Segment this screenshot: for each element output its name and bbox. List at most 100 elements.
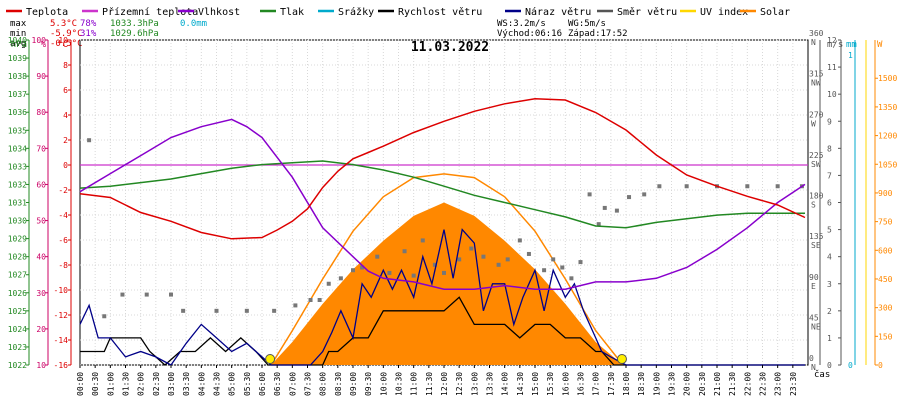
x-tick-label: 06:00 (258, 372, 267, 396)
stat-value: 1029.6hPa (110, 29, 159, 39)
x-tick-label: 19:30 (668, 372, 677, 396)
wind-axis-unit: m/s (827, 40, 843, 50)
pressure-axis-tick-label: 1040 (8, 36, 27, 45)
legend-label: Přízemní teplota (102, 6, 198, 18)
pressure-axis-tick-label: 1022 (8, 361, 27, 370)
x-tick-label: 00:30 (91, 372, 100, 396)
legend-label: Směr větru (617, 6, 677, 18)
x-tick-label: 09:30 (364, 372, 373, 396)
wind-direction-point (214, 308, 219, 313)
humidity-axis-tick-label: 40 (36, 253, 46, 262)
wind-tick-label: 8 (827, 144, 832, 153)
legend-label: Teplota (26, 7, 68, 18)
pressure-axis-tick-label: 1037 (8, 90, 27, 99)
wind-speed-line (80, 296, 805, 366)
wind-direction-point (614, 208, 619, 213)
wind-direction-point (351, 268, 355, 273)
wind-tick-label: 7 (827, 171, 832, 180)
wind-direction-point (642, 192, 647, 197)
direction-tick-label: SW (811, 160, 821, 169)
direction-tick-label: 315 (809, 70, 824, 79)
wind-direction-point (360, 265, 365, 270)
legend-label: Náraz větru (525, 6, 591, 18)
direction-tick-label: E (811, 282, 816, 291)
chart-legend: Teplota Přízemní teplota Vlhkost Tlak Srážky… (6, 6, 790, 18)
direction-tick-label: SE (811, 241, 821, 250)
solar-tick-label: 1350 (878, 103, 897, 112)
wind-direction-point (181, 308, 186, 313)
sunset-marker (616, 354, 627, 364)
direction-tick-label: S (811, 201, 816, 210)
x-tick-label: 19:00 (652, 372, 661, 396)
humidity-axis-tick-label: 10 (36, 361, 46, 370)
x-tick-label: 01:30 (122, 372, 131, 396)
temperature-axis-unit: °C (57, 40, 68, 50)
wind-direction-point (602, 205, 607, 210)
x-tick-label: 21:30 (728, 372, 737, 396)
solar-tick-label: 300 (878, 304, 893, 313)
wind-direction-point (326, 281, 331, 286)
temperature-axis-tick-label: 0 (63, 161, 68, 170)
stat-value: 78% (80, 19, 97, 29)
wind-tick-label: 3 (827, 280, 832, 289)
pressure-axis-tick-label: 1036 (8, 108, 27, 117)
humidity-axis-tick-label: 70 (36, 144, 46, 153)
x-tick-label: 07:30 (304, 372, 313, 396)
temperature-axis-tick-label: -8 (58, 261, 68, 270)
direction-tick-label: 225 (809, 151, 824, 160)
wind-tick-label: 2 (827, 307, 832, 316)
temperature-axis-tick-label: 4 (63, 111, 68, 120)
x-tick-label: 22:30 (759, 372, 768, 396)
legend-label: Tlak (280, 7, 304, 18)
stat-value: 31% (80, 29, 97, 39)
stats-block: max 5.3°C 78% 1033.3hPa 0.0mm min -5.9°C31% 102… (10, 19, 628, 49)
wind-direction-point (578, 260, 583, 265)
wind-direction-point (457, 257, 462, 262)
wind-direction-point (120, 292, 125, 297)
temperature-line (79, 98, 806, 240)
x-tick-label: 10:30 (395, 372, 404, 396)
temperature-axis-tick-label: 2 (63, 136, 68, 145)
wind-direction-point (411, 273, 416, 278)
solar-tick-label: 900 (878, 189, 893, 198)
plot-area (79, 39, 809, 366)
direction-tick-label: W (811, 119, 816, 128)
rain-tick-label: 0 (848, 361, 853, 370)
x-tick-label: 23:30 (789, 372, 798, 396)
wind-direction-point (684, 184, 689, 189)
direction-tick-label: 135 (809, 232, 824, 241)
wind-direction-point (560, 265, 565, 270)
x-tick-label: 15:00 (531, 372, 540, 396)
temperature-axis-tick-label: -14 (54, 336, 69, 345)
direction-tick-label: NW (811, 79, 821, 88)
wind-direction-point (144, 292, 149, 297)
pressure-axis-tick-label: 1031 (8, 199, 27, 208)
wind-direction-point (657, 184, 662, 189)
humidity-axis-tick-label: 90 (36, 72, 46, 81)
pressure-axis-unit: hPa (11, 40, 27, 50)
temperature-axis-tick-label: -6 (58, 236, 68, 245)
x-tick-label: 17:00 (592, 372, 601, 396)
sunset-label: Západ:17:52 (568, 29, 628, 39)
direction-tick-label: 270 (809, 110, 824, 119)
humidity-axis-tick-label: 30 (36, 289, 46, 298)
wind-direction-point (102, 314, 107, 319)
wind-direction-point (432, 262, 437, 267)
x-tick-label: 11:30 (425, 372, 434, 396)
solar-tick-label: 0 (878, 361, 883, 370)
wind-direction-point (293, 303, 298, 308)
x-tick-label: 08:30 (334, 372, 343, 396)
wind-tick-label: 6 (827, 199, 832, 208)
solar-tick-label: 750 (878, 218, 893, 227)
x-tick-label: 18:30 (637, 372, 646, 396)
stat-value: 5.3°C (50, 19, 77, 29)
x-tick-label: 16:30 (577, 372, 586, 396)
solar-tick-label: 600 (878, 246, 893, 255)
wind-direction-point (308, 298, 313, 302)
wind-direction-point (505, 257, 510, 262)
axes: 00:00 00:30 01:00 01:30 02:00 02:30 03:00 03:30… (8, 29, 898, 396)
temperature-axis-tick-label: -16 (54, 361, 69, 370)
temperature-axis-tick-label: -4 (58, 211, 68, 220)
wind-gust-line (79, 228, 805, 366)
wind-direction-point (375, 254, 380, 259)
